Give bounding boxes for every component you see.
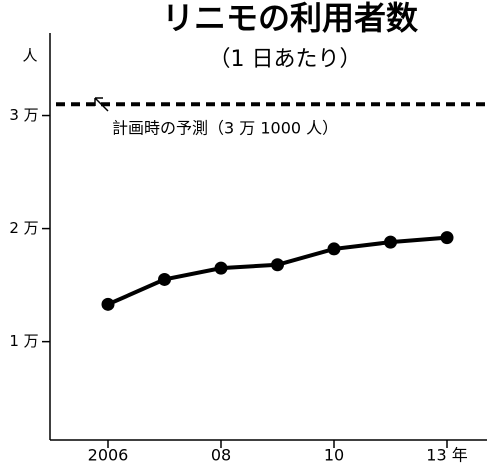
x-tick-label: 10 xyxy=(324,446,344,465)
data-point xyxy=(384,235,397,249)
y-axis-label: 人 xyxy=(22,47,37,65)
data-point xyxy=(327,242,341,256)
chart-subtitle: （1 日あたり） xyxy=(209,47,362,72)
x-tick-label: 08 xyxy=(211,446,231,465)
x-tick-label: 13 年 xyxy=(426,446,467,465)
data-point xyxy=(214,261,228,275)
y-tick-label: 3 万 xyxy=(9,106,38,124)
data-point xyxy=(158,272,171,286)
y-tick-label: 1 万 xyxy=(9,332,38,350)
chart-title: リニモの利用者数 xyxy=(162,0,419,37)
data-point xyxy=(440,231,454,245)
data-point xyxy=(271,258,284,272)
data-point xyxy=(101,297,115,311)
y-tick-label: 2 万 xyxy=(9,219,38,237)
x-tick-label: 2006 xyxy=(88,446,129,465)
reference-label: 計画時の予測（3 万 1000 人） xyxy=(112,119,338,138)
